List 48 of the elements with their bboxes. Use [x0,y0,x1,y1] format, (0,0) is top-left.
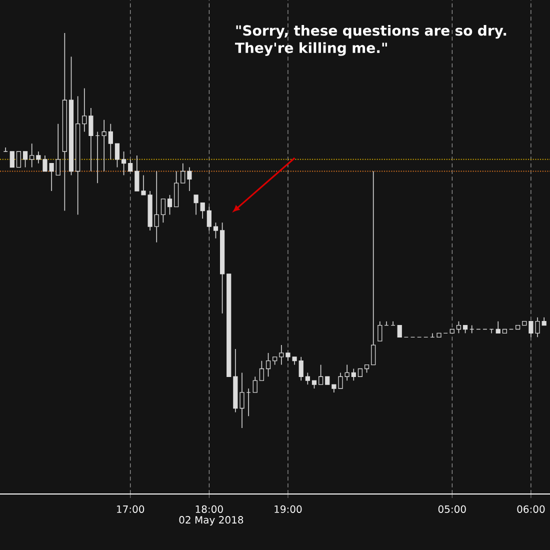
candlestick [200,202,205,220]
candlestick [187,166,192,192]
candlestick [496,320,500,334]
candlestick [16,151,22,168]
candlestick [141,174,146,196]
candlestick [22,151,28,168]
candlestick [108,123,113,160]
candlestick [36,151,41,164]
candlestick [56,123,60,176]
candlestick [167,194,172,216]
candlestick [121,151,126,176]
candlestick [351,368,356,381]
x-tick-label: 19:00 [274,505,302,513]
candlestick [160,198,166,223]
candlestick [82,88,87,132]
candlestick [194,194,198,216]
candlestick [456,320,462,334]
candlestick [102,119,106,172]
candlestick [371,170,376,366]
candlestick [298,356,304,381]
candlestick [338,372,343,389]
candlestick [318,364,324,385]
candlestick [134,155,140,192]
x-tick-label: 18:00 [196,505,223,513]
x-tick-label: 17:00 [117,505,144,513]
candlestick [279,344,284,366]
candlestick [206,206,212,231]
candlestick [114,143,120,168]
candlestick [88,108,94,172]
x-tick-label: 05:00 [438,505,466,513]
candlestick [305,372,310,385]
candlestick [266,352,271,378]
candlestick [128,158,133,172]
candlestick [240,372,244,428]
candlestick [378,320,382,342]
candlestick [180,162,186,184]
x-tick-label: 06:00 [517,505,545,513]
candlestick [213,222,218,239]
candlestick [397,324,402,338]
candlestick [10,151,14,168]
x-axis-title: 02 May 2018 [179,516,244,526]
candlestick [154,170,159,243]
candlestick [30,143,34,168]
candlestick [174,170,179,208]
candlestick [252,376,258,393]
candlestick [259,360,264,381]
annotation: "Sorry, these questions are so dry. They're killing me." [235,24,506,56]
candlestick [344,364,350,381]
